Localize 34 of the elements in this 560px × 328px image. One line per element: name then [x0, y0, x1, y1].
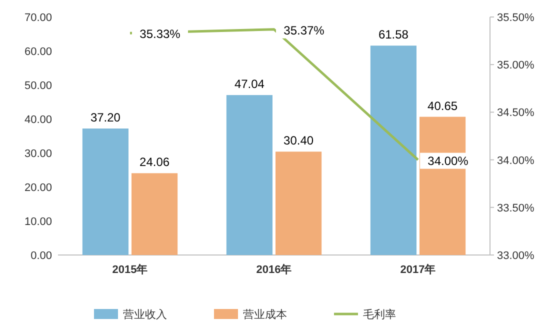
bar — [82, 128, 128, 255]
data-label: 34.00% — [428, 154, 469, 168]
x-tick-label: 2016年 — [256, 263, 292, 276]
legend-label: 营业收入 — [123, 308, 167, 321]
data-label: 30.40 — [284, 134, 314, 148]
x-tick-label: 2015年 — [112, 263, 148, 276]
y2-tick-label: 33.00% — [497, 250, 535, 262]
y2-tick-label: 35.50% — [497, 12, 535, 24]
data-label: 37.20 — [90, 110, 121, 125]
y2-tick-label: 33.50% — [497, 202, 535, 214]
bar — [276, 152, 322, 255]
bar — [132, 173, 178, 255]
data-label: 61.58 — [378, 28, 409, 42]
y2-tick-label: 34.00% — [497, 154, 535, 167]
legend-label: 毛利率 — [363, 308, 396, 321]
bar — [370, 46, 416, 255]
y-tick-label: 10.00 — [24, 216, 52, 228]
y2-tick-label: 34.50% — [497, 107, 535, 120]
y-tick-label: 40.00 — [24, 114, 52, 126]
y-tick-label: 70.00 — [24, 12, 52, 24]
y-tick-label: 0.00 — [30, 250, 52, 262]
data-label: 40.65 — [428, 98, 458, 113]
y-tick-label: 60.00 — [24, 46, 52, 58]
y-tick-label: 20.00 — [24, 182, 52, 194]
x-tick-label: 2017年 — [400, 263, 436, 276]
y2-tick-label: 35.00% — [497, 60, 535, 72]
y-tick-label: 30.00 — [24, 148, 52, 160]
data-label: 35.37% — [284, 23, 325, 38]
y-tick-label: 50.00 — [24, 80, 52, 92]
bar — [226, 95, 272, 255]
legend-label: 营业成本 — [243, 308, 287, 321]
data-label: 24.06 — [140, 155, 170, 170]
data-label: 35.33% — [140, 27, 181, 42]
data-label: 47.04 — [234, 77, 265, 92]
